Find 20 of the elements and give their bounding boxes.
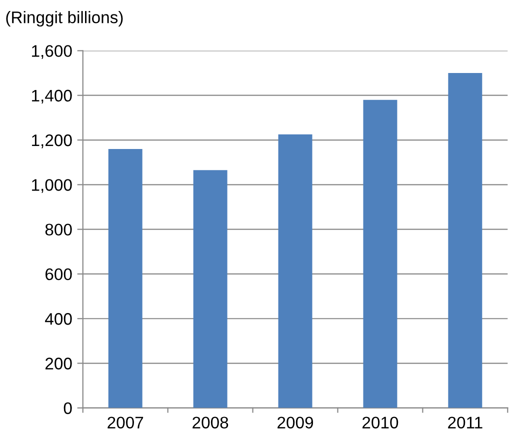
x-tick-label: 2011 [448, 416, 482, 428]
bar [448, 73, 482, 408]
y-tick-label: 600 [46, 268, 72, 280]
x-tick-label: 2009 [278, 416, 314, 428]
bar [193, 170, 228, 408]
y-tick-label: 0 [64, 402, 72, 414]
bar [108, 148, 142, 408]
bar [363, 100, 398, 408]
y-tick-label: 1,600 [32, 45, 72, 59]
y-tick-label: 1,400 [32, 90, 72, 104]
x-tick-label: 2008 [192, 416, 228, 428]
x-tick-label: 2007 [108, 416, 144, 428]
bar [278, 134, 312, 408]
y-tick-label: 200 [45, 358, 72, 370]
y-tick-label: 400 [45, 313, 72, 325]
y-axis-title: (Ringgit billions) [6, 11, 123, 27]
y-tick-label: 1,000 [32, 179, 72, 193]
y-tick-label: 800 [45, 224, 72, 236]
y-tick-label: 1,200 [32, 134, 72, 148]
x-tick-label: 2010 [362, 416, 398, 428]
